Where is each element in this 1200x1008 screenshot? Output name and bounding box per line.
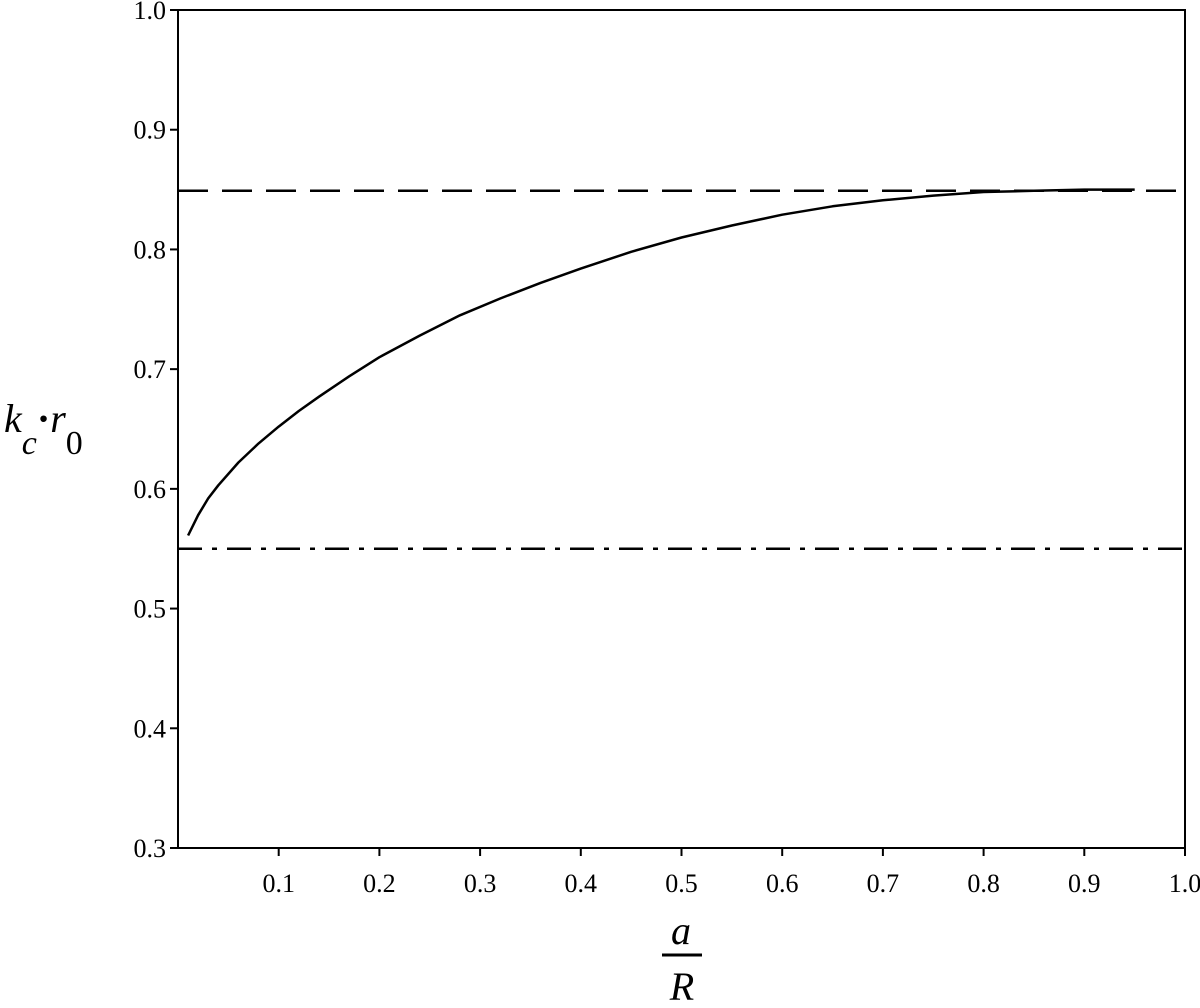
series-layer: [178, 188, 1185, 550]
y-tick-label: 1.0: [134, 0, 167, 25]
series-line-curve: [186, 188, 1135, 537]
x-tick-label: 0.1: [262, 869, 295, 898]
x-tick-label: 0.8: [967, 869, 1000, 898]
x-tick-label: 1.0: [1169, 869, 1200, 898]
y-label-dot: ·: [37, 396, 50, 441]
x-label-numerator: a: [671, 908, 691, 953]
y-tick-label: 0.5: [134, 595, 167, 624]
y-tick-label: 0.9: [134, 116, 167, 145]
y-label-r: r: [50, 396, 66, 441]
x-tick-label: 0.4: [565, 869, 598, 898]
y-tick-label: 0.3: [134, 834, 167, 863]
x-tick-label: 0.3: [464, 869, 497, 898]
y-tick-label: 0.4: [134, 714, 167, 743]
plot-frame: [177, 9, 1186, 849]
x-tick-label: 0.6: [766, 869, 799, 898]
x-axis-ticks: 0.1 0.2 0.3 0.4 0.5 0.6 0.7 0.8 0.9 1.0: [262, 848, 1200, 898]
x-label-denominator: R: [669, 964, 694, 1008]
y-axis-ticks: 0.3 0.4 0.5 0.6 0.7 0.8 0.9 1.0: [134, 0, 178, 863]
x-tick-label: 0.9: [1068, 869, 1101, 898]
y-label-k: k: [4, 396, 23, 441]
x-tick-label: 0.7: [867, 869, 900, 898]
y-tick-label: 0.7: [134, 355, 167, 384]
x-tick-label: 0.2: [363, 869, 396, 898]
y-axis-label: kc·r0: [4, 396, 83, 462]
y-tick-label: 0.6: [134, 475, 167, 504]
x-tick-label: 0.5: [665, 869, 698, 898]
y-tick-label: 0.8: [134, 235, 167, 264]
y-label-r-subscript: 0: [66, 425, 83, 462]
y-label-k-subscript: c: [22, 425, 37, 462]
